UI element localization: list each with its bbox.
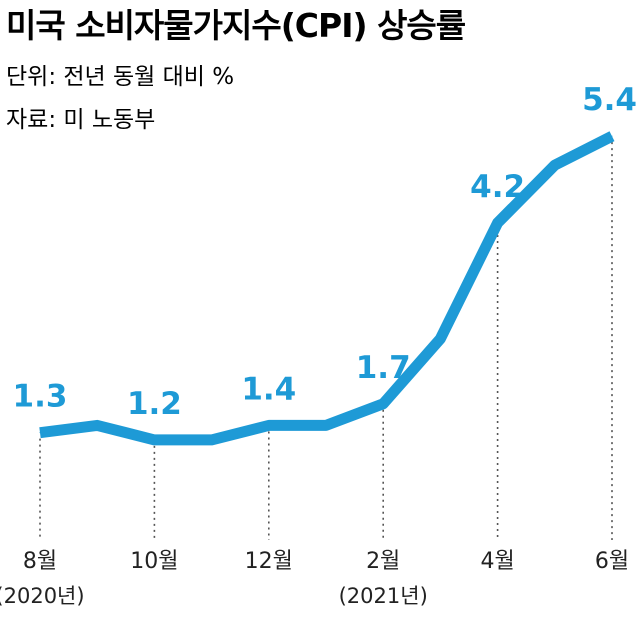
data-label: 5.4 [582, 82, 637, 118]
chart-title: 미국 소비자물가지수(CPI) 상승률 [6, 6, 466, 45]
data-labels: 1.3 1.2 1.4 1.7 4.2 5.4 [13, 82, 637, 422]
source-note: 자료: 미 노동부 [6, 107, 155, 133]
x-tick-label: 6월 [595, 549, 629, 574]
data-point [153, 439, 155, 441]
data-point [554, 164, 556, 166]
x-tick-label: 4월 [480, 549, 514, 574]
data-label: 1.3 [13, 379, 68, 415]
x-tick-label: 8월 [23, 549, 57, 574]
data-point [497, 222, 499, 224]
data-label: 1.4 [241, 371, 296, 407]
data-point [382, 403, 384, 405]
x-axis-ticks: 8월 (2020년) 10월 12월 2월 (2021년) 4월 6월 [0, 549, 629, 608]
data-point [611, 135, 613, 137]
data-label: 1.7 [356, 350, 411, 386]
data-point [96, 424, 98, 426]
guide-lines [39, 142, 613, 540]
data-point [39, 432, 41, 434]
x-tick-label: 2월 [366, 549, 400, 574]
x-tick-sublabel: (2021년) [339, 584, 428, 608]
data-point [439, 338, 441, 340]
data-point [268, 424, 270, 426]
data-point [325, 424, 327, 426]
x-tick-label: 10월 [130, 549, 178, 574]
unit-note: 단위: 전년 동월 대비 % [6, 64, 234, 90]
series-line [39, 131, 615, 446]
x-tick-label: 12월 [245, 549, 293, 574]
series-cpi [39, 131, 615, 446]
x-tick-sublabel: (2020년) [0, 584, 85, 608]
data-label: 4.2 [470, 169, 525, 205]
data-label: 1.2 [127, 386, 182, 422]
data-point [211, 439, 213, 441]
